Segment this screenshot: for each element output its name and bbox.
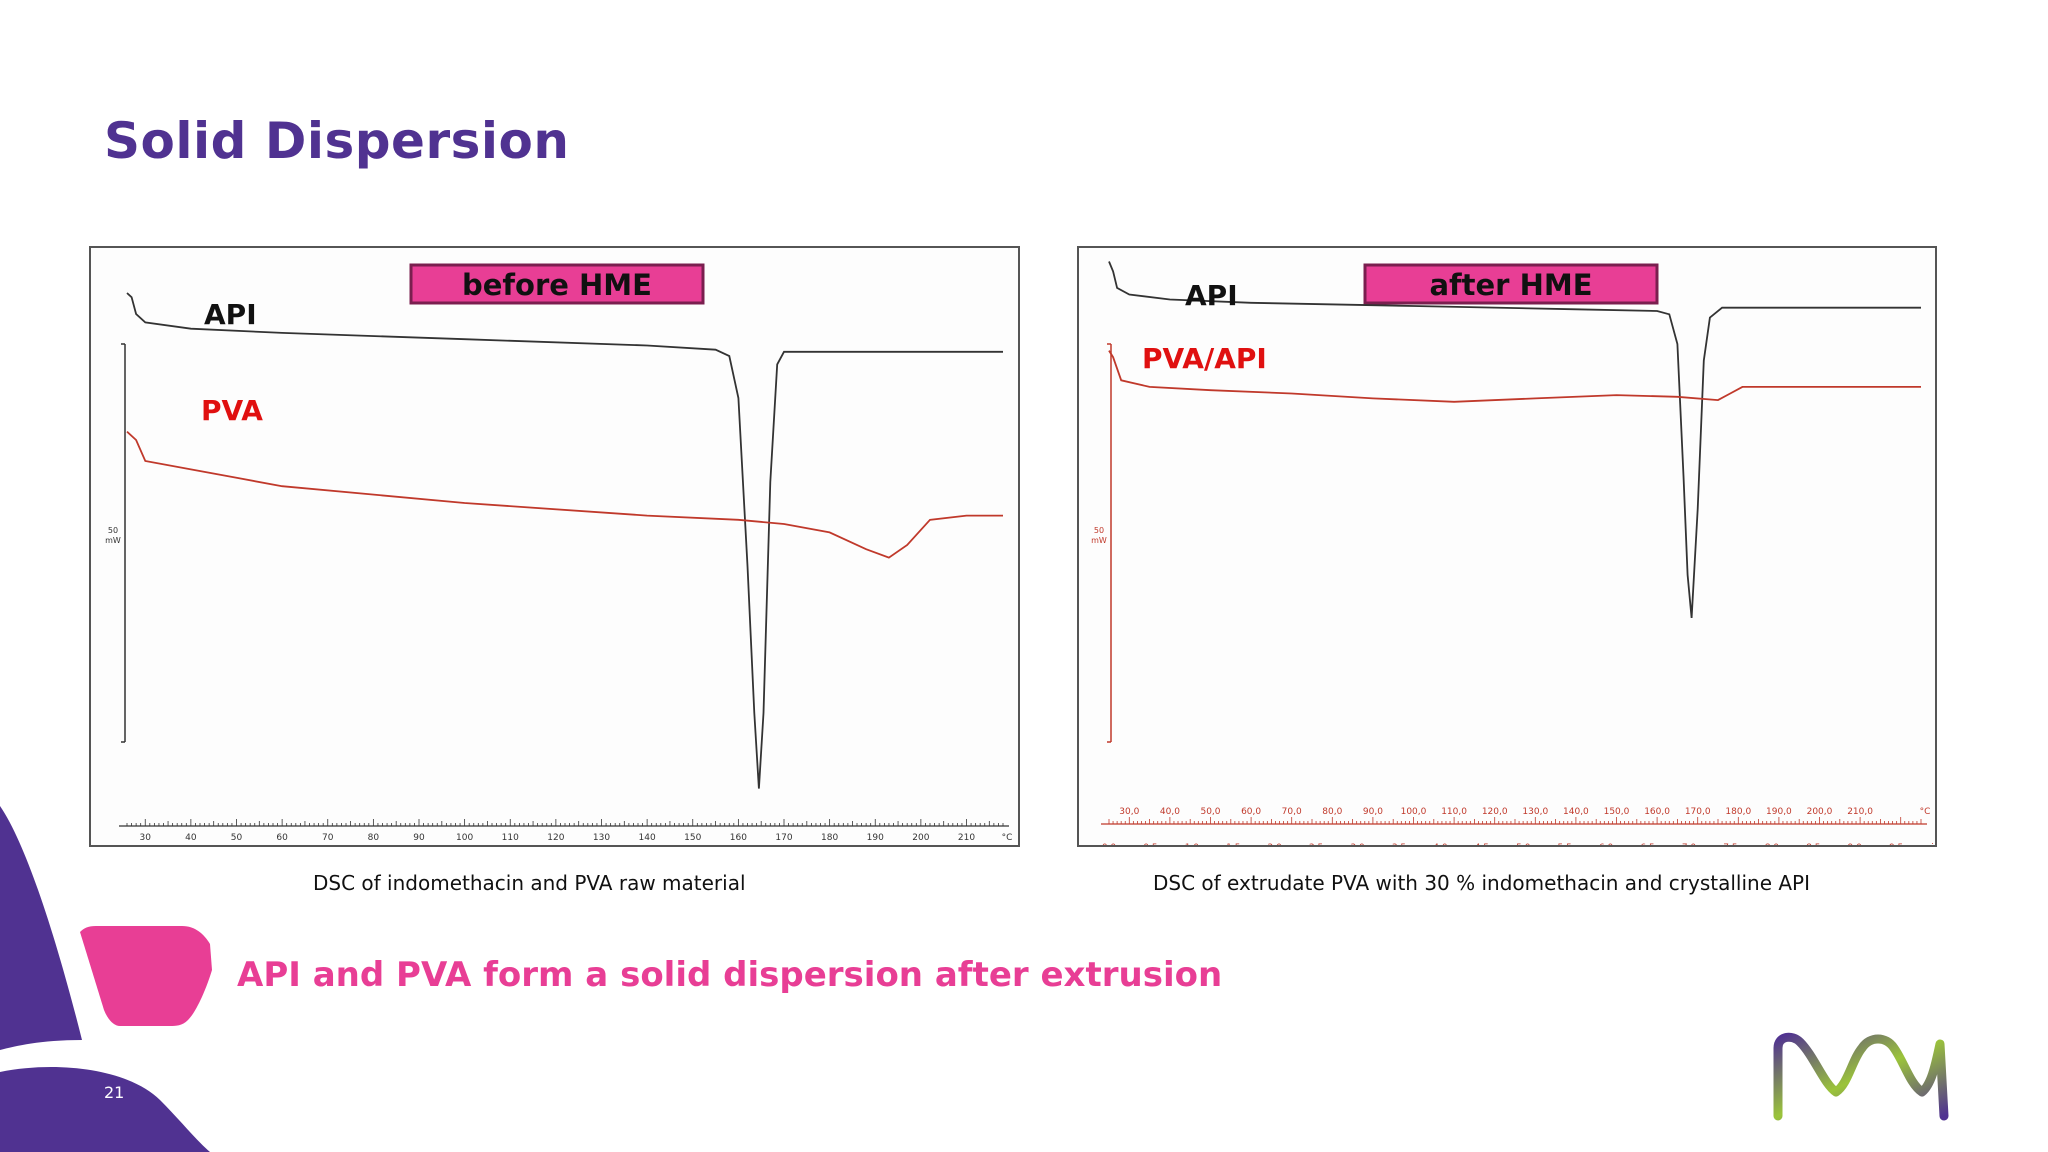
- series-label: API: [204, 298, 257, 331]
- time-tick-label: 2,5: [1309, 843, 1323, 845]
- time-tick-label: 5,0: [1516, 843, 1531, 845]
- x-tick-label: 200,0: [1807, 807, 1833, 817]
- time-tick-label: 8,5: [1806, 843, 1820, 845]
- series-line-pva-api: [1108, 350, 1921, 403]
- time-tick-label: 3,0: [1350, 843, 1365, 845]
- time-tick-label: 4,0: [1433, 843, 1448, 845]
- x-tick-label: 210,0: [1847, 807, 1873, 817]
- time-tick-label: 8,0: [1765, 843, 1780, 845]
- purple-corner-shape: [0, 806, 82, 1050]
- chart-caption-right: DSC of extrudate PVA with 30 % indometha…: [1153, 871, 1811, 895]
- x-tick-label: 110: [502, 833, 519, 843]
- y-unit-label: mW: [1091, 536, 1107, 545]
- x-tick-label: 130: [593, 833, 610, 843]
- banner-box: [1363, 263, 1659, 305]
- x-tick-label: 150,0: [1604, 807, 1630, 817]
- x-tick-label: 70: [322, 833, 334, 843]
- pink-tab-shape: [80, 926, 212, 1026]
- chart-banner: before HME: [462, 268, 652, 302]
- time-tick-label: 5,5: [1558, 843, 1572, 845]
- x-tick-label: 160,0: [1644, 807, 1670, 817]
- x-tick-label: 50: [231, 833, 243, 843]
- merck-m-logo-icon: [1773, 1032, 1949, 1121]
- x-tick-label: 70,0: [1282, 807, 1302, 817]
- x-tick-label: 170: [775, 833, 792, 843]
- x-tick-label: 140: [639, 833, 656, 843]
- time-unit-label: min: [1923, 843, 1935, 845]
- time-tick-label: 9,0: [1848, 843, 1863, 845]
- x-tick-label: 100: [456, 833, 473, 843]
- time-tick-label: 9,5: [1889, 843, 1903, 845]
- x-tick-label: 200: [912, 833, 929, 843]
- x-tick-label: 30,0: [1119, 807, 1139, 817]
- x-tick-label: 110,0: [1441, 807, 1467, 817]
- x-tick-label: 50,0: [1200, 807, 1220, 817]
- x-tick-label: 80: [368, 833, 380, 843]
- y-scale-label: 50: [108, 526, 118, 535]
- x-tick-label: 120,0: [1482, 807, 1508, 817]
- series-label: API: [1185, 279, 1238, 312]
- chart-caption-left: DSC of indomethacin and PVA raw material: [313, 871, 746, 895]
- x-tick-label: 90,0: [1363, 807, 1383, 817]
- series-line-api: [126, 292, 1003, 789]
- series-label: PVA: [201, 394, 263, 427]
- x-tick-label: 130,0: [1522, 807, 1548, 817]
- conclusion-text: API and PVA form a solid dispersion afte…: [237, 955, 1223, 995]
- x-tick-label: 120: [547, 833, 564, 843]
- purple-bottom-shape: [0, 1067, 210, 1152]
- time-tick-label: 0,5: [1143, 843, 1157, 845]
- x-unit-label: °C: [1920, 807, 1931, 817]
- time-tick-label: 6,0: [1599, 843, 1614, 845]
- page-title: Solid Dispersion: [104, 112, 570, 170]
- time-tick-label: 7,5: [1723, 843, 1737, 845]
- x-tick-label: 30: [140, 833, 152, 843]
- x-tick-label: 180: [821, 833, 838, 843]
- x-tick-label: 160: [730, 833, 747, 843]
- series-label: PVA/API: [1142, 342, 1267, 375]
- x-tick-label: 40,0: [1160, 807, 1180, 817]
- page-number: 21: [104, 1083, 125, 1102]
- x-tick-label: 40: [185, 833, 197, 843]
- dsc-chart-before-hme: before HME 50 mW API PVA 30 40 50 60 70 80 90 10…: [89, 246, 1020, 847]
- x-tick-label: 210: [958, 833, 975, 843]
- time-tick-label: 0,0: [1102, 843, 1117, 845]
- x-tick-label: 150: [684, 833, 701, 843]
- banner-box: [409, 263, 705, 305]
- time-tick-label: 1,0: [1185, 843, 1200, 845]
- x-tick-label: 60: [276, 833, 288, 843]
- time-tick-label: 1,5: [1226, 843, 1240, 845]
- y-scale-label: 50: [1094, 526, 1104, 535]
- x-tick-label: 190: [867, 833, 884, 843]
- time-tick-label: 3,5: [1392, 843, 1406, 845]
- chart-banner: after HME: [1429, 268, 1592, 302]
- series-line-api: [1108, 261, 1921, 618]
- y-unit-label: mW: [105, 536, 121, 545]
- x-tick-label: 170,0: [1685, 807, 1711, 817]
- dsc-chart-before-svg: before HME 50 mW API PVA 30 40 50 60 70 80 90 10…: [105, 263, 1013, 843]
- dsc-chart-after-hme: after HME 50 mW API PVA/API 30,0 40,0 50,0 6…: [1077, 246, 1937, 847]
- time-tick-label: 2,0: [1268, 843, 1283, 845]
- series-line-pva: [126, 430, 1003, 559]
- x-tick-label: 60,0: [1241, 807, 1261, 817]
- x-tick-label: 100,0: [1401, 807, 1427, 817]
- x-tick-label: 90: [413, 833, 425, 843]
- x-unit-label: °C: [1002, 833, 1013, 843]
- time-tick-label: 4,5: [1475, 843, 1489, 845]
- x-tick-label: 190,0: [1766, 807, 1792, 817]
- x-tick-label: 180,0: [1725, 807, 1751, 817]
- time-tick-label: 6,5: [1640, 843, 1654, 845]
- x-tick-label: 140,0: [1563, 807, 1589, 817]
- dsc-chart-after-svg: after HME 50 mW API PVA/API 30,0 40,0 50,0 6…: [1091, 261, 1935, 845]
- time-tick-label: 7,0: [1682, 843, 1697, 845]
- x-tick-label: 80,0: [1322, 807, 1342, 817]
